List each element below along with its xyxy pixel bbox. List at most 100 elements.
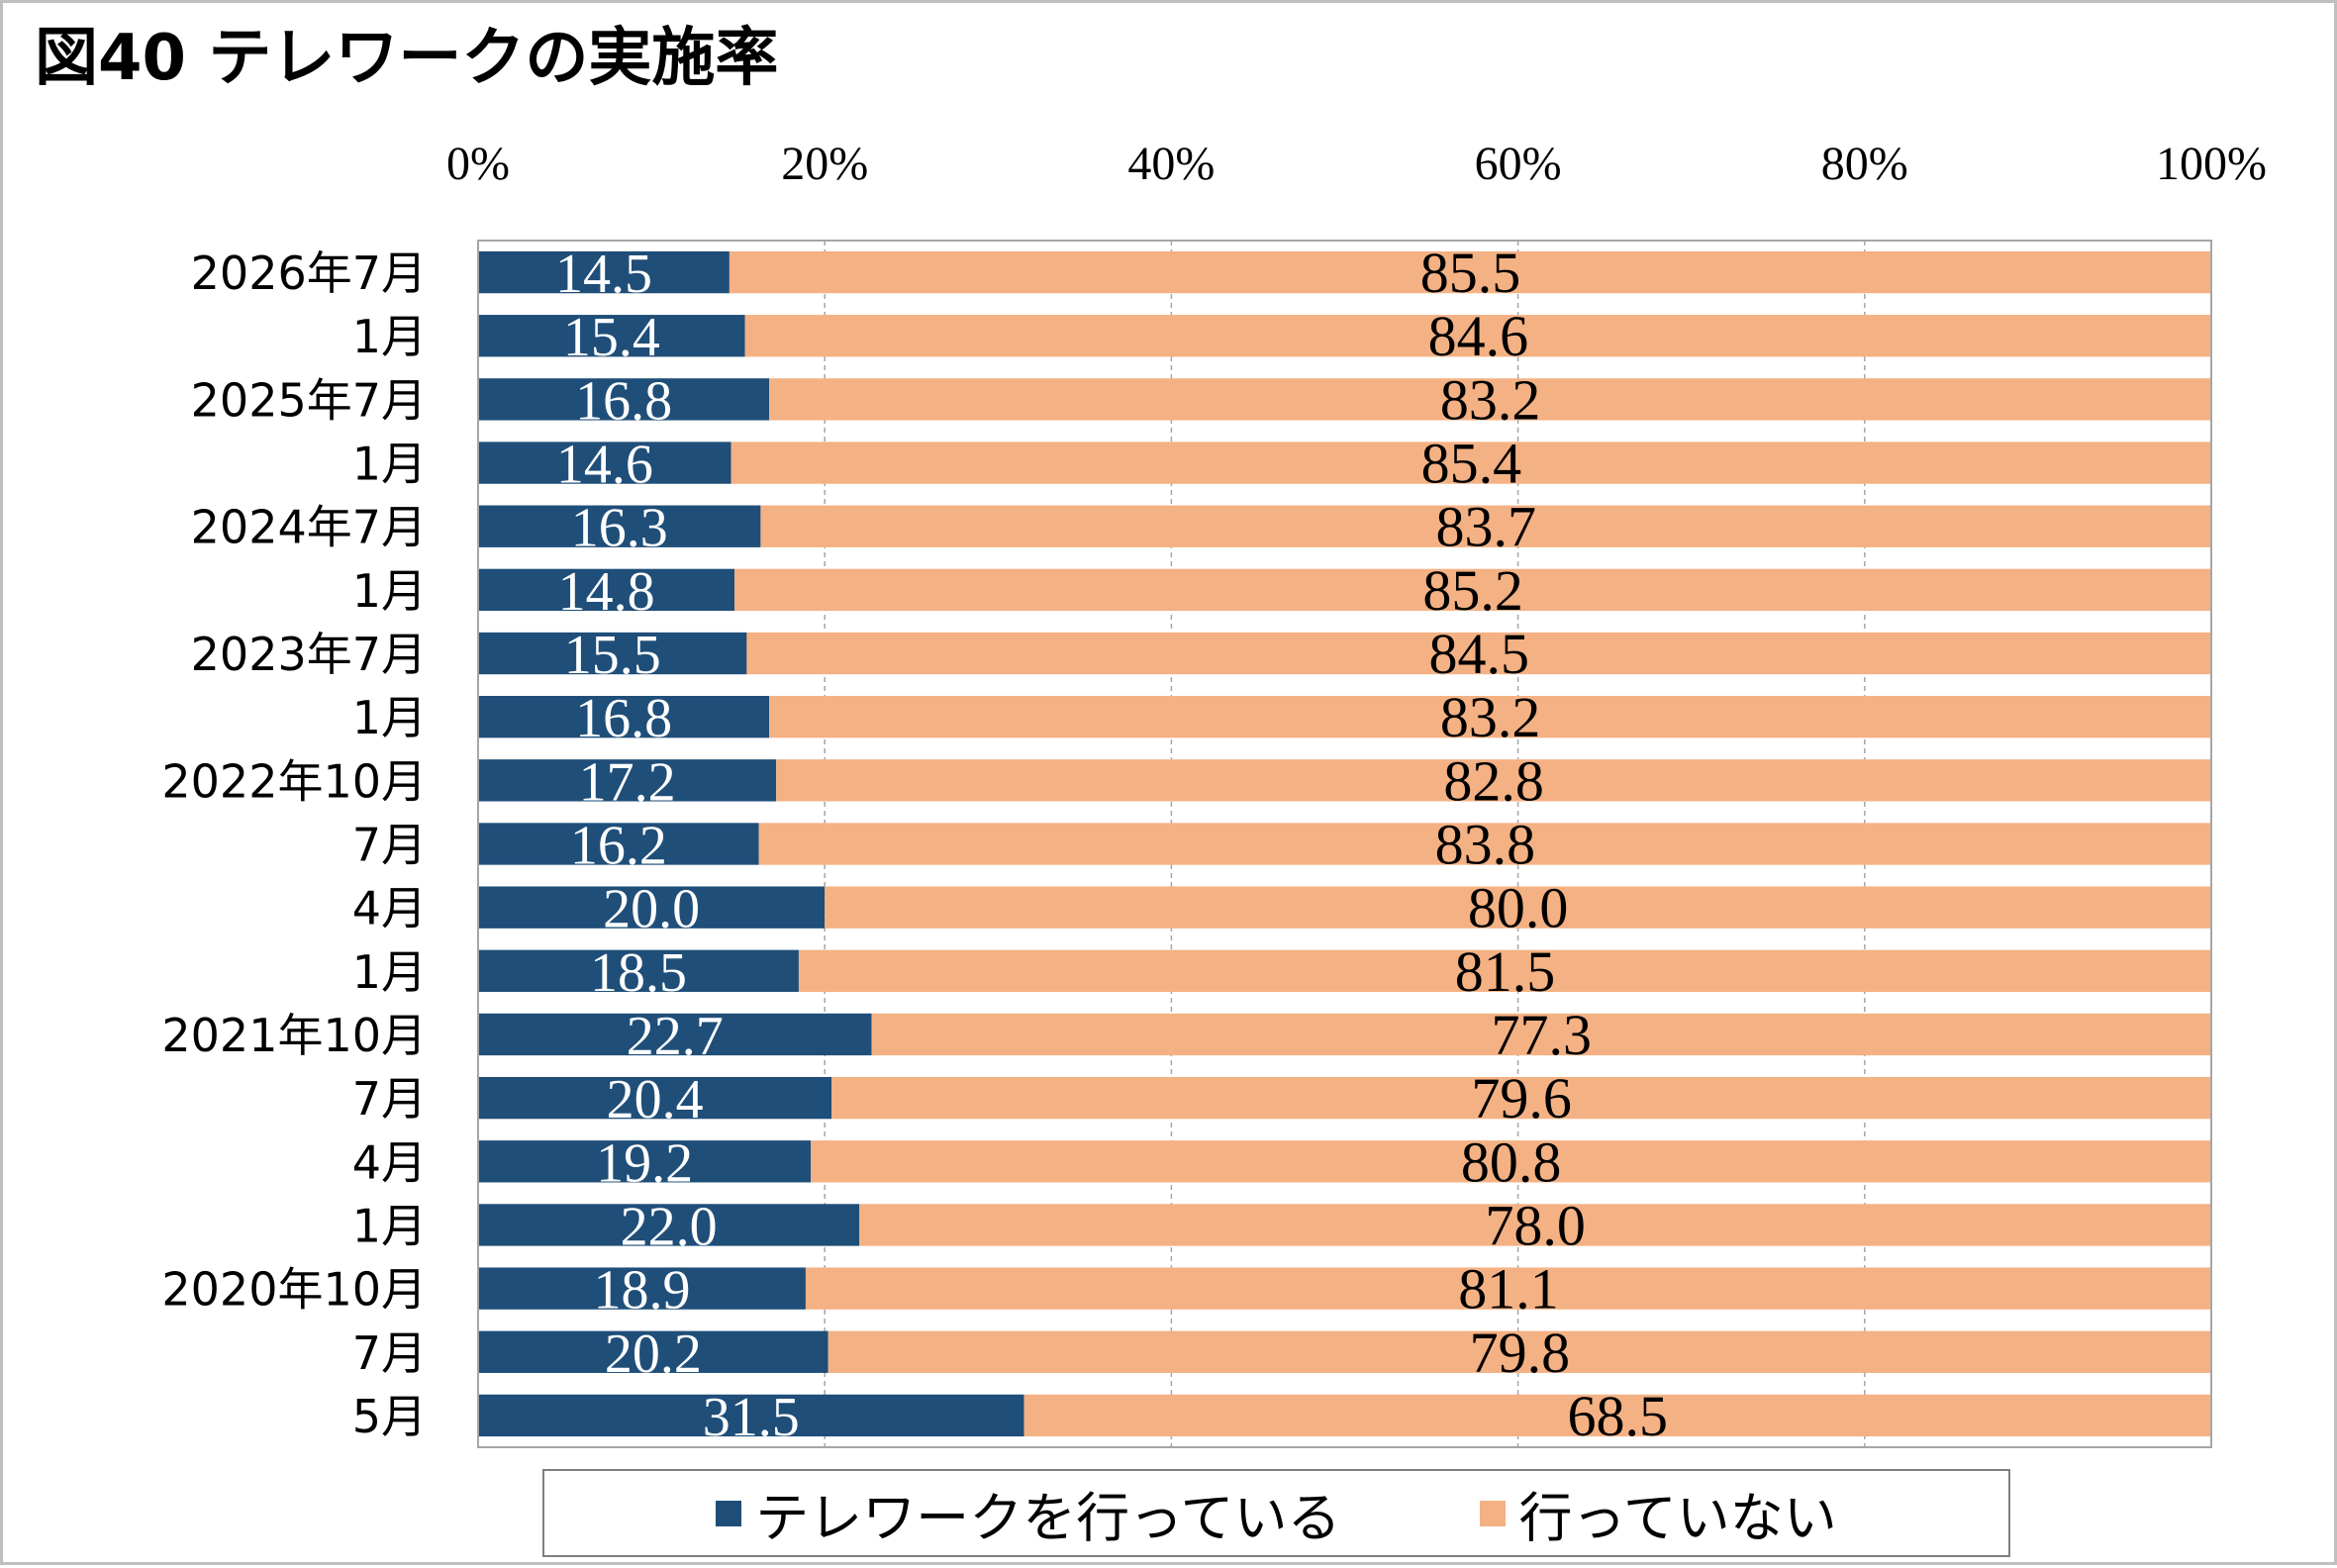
bar-telework (478, 949, 799, 992)
data-label: 17.2 (579, 751, 676, 813)
plot-area-border (477, 240, 2212, 1448)
bar-not-telework (758, 823, 2211, 865)
bar-not-telework (730, 441, 2211, 484)
legend-swatch-telework (716, 1500, 742, 1526)
category-label: 2020年10月 (161, 1263, 427, 1317)
category-label: 7月 (352, 1326, 427, 1380)
category-label: 4月 (352, 882, 427, 935)
data-label: 83.8 (1435, 813, 1536, 877)
data-label: 14.8 (558, 561, 655, 623)
data-label: 83.7 (1435, 495, 1536, 559)
data-label: 20.2 (605, 1323, 702, 1385)
bar-telework (478, 632, 747, 675)
data-label: 83.2 (1440, 367, 1541, 432)
category-label: 4月 (352, 1135, 427, 1189)
legend: テレワークを行っている 行っていない (542, 1469, 2010, 1557)
bar-not-telework (811, 1140, 2211, 1183)
data-label: 84.6 (1428, 304, 1529, 368)
x-tick-label: 20% (781, 138, 868, 190)
data-label: 18.5 (590, 942, 687, 1004)
data-label: 68.5 (1568, 1384, 1669, 1448)
category-label: 1月 (352, 691, 427, 744)
data-label: 85.2 (1422, 558, 1523, 623)
data-label: 16.8 (575, 688, 672, 749)
data-label: 15.4 (563, 307, 660, 368)
bar-not-telework (831, 1076, 2211, 1120)
bar-telework (478, 1140, 812, 1183)
bar-telework (478, 250, 730, 294)
data-label: 84.5 (1428, 622, 1529, 686)
bar-not-telework (859, 1204, 2211, 1246)
bar-not-telework (746, 632, 2211, 675)
category-label: 1月 (352, 438, 427, 491)
data-label: 14.6 (556, 435, 653, 496)
data-label: 20.0 (603, 879, 700, 940)
bar-telework (478, 696, 770, 738)
data-label: 19.2 (596, 1132, 693, 1194)
bar-not-telework (805, 1267, 2212, 1310)
data-label: 83.2 (1440, 685, 1541, 749)
bar-not-telework (734, 568, 2212, 612)
data-label: 22.0 (621, 1196, 718, 1257)
category-label: 2026年7月 (191, 246, 427, 300)
data-label: 85.4 (1421, 432, 1522, 496)
data-label: 78.0 (1485, 1193, 1586, 1257)
data-label: 81.1 (1458, 1257, 1559, 1322)
bar-telework (478, 315, 745, 357)
data-label: 80.8 (1461, 1129, 1562, 1194)
chart-title: 図40 テレワークの実施率 (35, 22, 779, 95)
category-label: 1月 (352, 945, 427, 999)
data-label: 81.5 (1455, 939, 1556, 1004)
x-tick-label: 0% (446, 138, 510, 190)
bar-telework (478, 1394, 1024, 1437)
data-label: 80.0 (1468, 876, 1569, 940)
bar-telework (478, 378, 770, 421)
category-label: 1月 (352, 1199, 427, 1252)
data-label: 31.5 (703, 1387, 800, 1448)
bar-not-telework (760, 505, 2211, 547)
bar-telework (478, 568, 735, 612)
bar-not-telework (798, 949, 2211, 992)
data-label: 85.5 (1420, 241, 1521, 305)
category-label: 2025年7月 (191, 373, 427, 427)
x-tick-label: 80% (1821, 138, 1908, 190)
bar-telework (478, 1330, 828, 1373)
legend-swatch-not-telework (1479, 1500, 1506, 1526)
legend-label-not-telework: 行っていない (1518, 1487, 1837, 1549)
x-tick-label: 40% (1127, 138, 1215, 190)
bar-telework (478, 886, 826, 929)
chart-plot: 0% 20% 40% 60% 80% 100% 14.5 85.5 2026年7月 15.4 84.… (161, 138, 2267, 1448)
bar-telework (478, 759, 777, 802)
data-label: 22.7 (627, 1006, 724, 1067)
data-label: 15.5 (564, 625, 661, 686)
bar-not-telework (828, 1330, 2211, 1373)
category-label: 2024年7月 (191, 501, 427, 554)
legend-item-telework: テレワークを行っている (716, 1474, 1341, 1552)
category-label: 7月 (352, 819, 427, 872)
data-label: 82.8 (1443, 748, 1544, 813)
x-tick-label: 100% (2156, 138, 2267, 190)
bar-telework (478, 441, 731, 484)
bar-telework (478, 823, 759, 865)
category-label: 5月 (352, 1390, 427, 1443)
bar-telework (478, 1013, 872, 1056)
bar-telework (478, 1076, 832, 1120)
category-label: 2022年10月 (161, 754, 427, 808)
data-label: 79.8 (1470, 1321, 1571, 1385)
data-label: 16.8 (575, 370, 672, 432)
category-label: 2021年10月 (161, 1009, 427, 1062)
x-tick-label: 60% (1475, 138, 1562, 190)
data-label: 14.5 (555, 244, 652, 305)
category-label: 2023年7月 (191, 628, 427, 681)
bar-not-telework (744, 315, 2211, 357)
bar-not-telework (769, 696, 2212, 738)
bar-not-telework (769, 378, 2212, 421)
legend-label-telework: テレワークを行っている (755, 1487, 1341, 1549)
bar-telework (478, 505, 761, 547)
bar-not-telework (1023, 1394, 2211, 1437)
bar-not-telework (871, 1013, 2211, 1056)
data-label: 20.4 (607, 1069, 704, 1130)
category-label: 1月 (352, 310, 427, 363)
bar-telework (478, 1204, 860, 1246)
